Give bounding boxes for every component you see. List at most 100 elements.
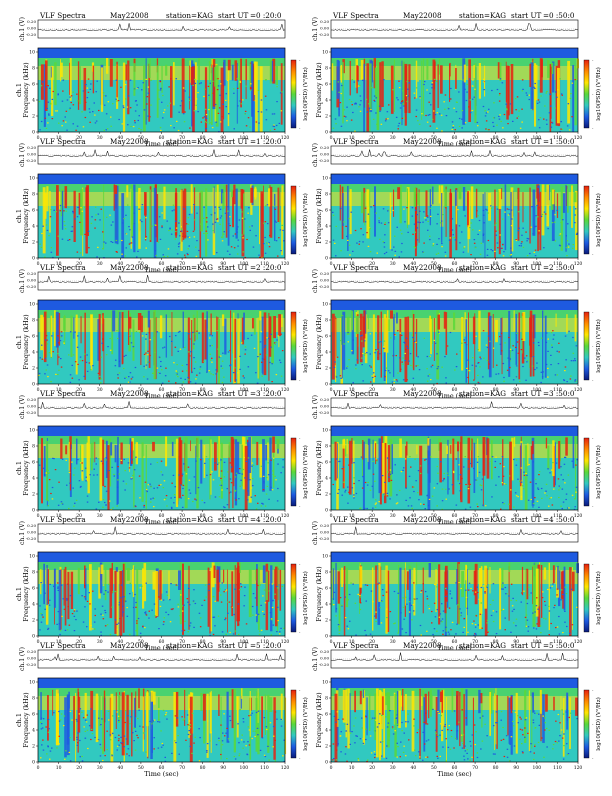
- spectrogram-noise: [436, 465, 438, 468]
- spectrogram-noise: [81, 360, 84, 362]
- waveform-tick-label: 0.00: [27, 656, 36, 661]
- spectrogram-streak: [422, 567, 424, 614]
- spectrogram-noise: [67, 239, 69, 241]
- spectrogram-streak: [356, 314, 359, 364]
- spectrogram-noise: [230, 466, 233, 468]
- spectrogram-streak: [467, 437, 471, 504]
- spectrogram-noise: [223, 231, 225, 233]
- y-tick-label: 4: [32, 350, 35, 356]
- spectrogram-noise: [532, 356, 535, 358]
- spectrogram-noise: [454, 129, 456, 131]
- spectrogram-noise: [375, 719, 377, 721]
- spectrogram-noise: [94, 114, 96, 116]
- spectrogram-noise: [268, 498, 270, 500]
- spectrogram-noise: [204, 88, 206, 90]
- spectrogram-streak: [42, 187, 46, 254]
- spectrogram-streak: [223, 185, 225, 209]
- frequency-axis-label: Frequency (kHz): [315, 692, 323, 748]
- spectrogram-streak: [75, 314, 78, 375]
- panel-start-label: start UT: [218, 11, 249, 20]
- spectrogram-noise: [136, 734, 138, 736]
- spectrogram-noise: [84, 598, 87, 600]
- spectrogram-noise: [265, 119, 268, 121]
- spectrogram-noise: [571, 82, 574, 84]
- spectrogram-streak: [80, 445, 81, 471]
- spectrogram-streak: [51, 65, 54, 117]
- spectrogram-top-band: [331, 678, 578, 688]
- y-tick-label: 6: [32, 586, 35, 592]
- spectrogram-noise: [186, 230, 189, 232]
- spectrogram-noise: [516, 341, 519, 343]
- spectra-panel: VLF Spectra May22008 station=KAG start UT =5…: [312, 641, 602, 778]
- spectrogram-noise: [568, 507, 570, 509]
- spectrogram-noise: [130, 477, 133, 479]
- spectrogram-noise: [488, 129, 490, 131]
- spectrogram-noise: [408, 360, 410, 362]
- spectrogram-noise: [574, 379, 577, 381]
- y-tick-label: 8: [325, 318, 328, 324]
- spectrogram-noise: [268, 759, 270, 761]
- spectrogram-noise: [524, 616, 527, 618]
- spectrogram-streak: [432, 186, 434, 205]
- spectrogram-noise: [263, 222, 265, 224]
- waveform-trace: [330, 277, 579, 283]
- spectrogram-noise: [125, 247, 127, 249]
- x-tick-label: 70: [179, 261, 185, 267]
- spectrogram-streak: [351, 310, 354, 355]
- spectrogram-noise: [217, 615, 220, 617]
- spectrogram-noise: [539, 625, 542, 627]
- spectrogram-streak: [127, 60, 130, 115]
- spectrogram-noise: [59, 204, 62, 207]
- spectrogram-streak: [268, 188, 271, 207]
- spectrogram-noise: [239, 368, 241, 370]
- spectrogram-noise: [411, 334, 413, 336]
- spectrogram-noise: [245, 460, 248, 462]
- spectrogram-noise: [368, 107, 371, 109]
- spectrogram-noise: [515, 600, 518, 602]
- spectrogram-noise: [425, 219, 427, 221]
- spectrogram-noise: [58, 481, 60, 483]
- spectrogram-streak: [234, 565, 236, 635]
- spectrogram-streak: [534, 63, 537, 127]
- spectrogram-noise: [419, 96, 421, 98]
- spectrogram-noise: [452, 470, 455, 472]
- spectrogram-noise: [556, 96, 558, 98]
- spectrogram-noise: [178, 246, 180, 248]
- spectrogram-noise: [349, 732, 352, 734]
- spectrogram-streak: [529, 310, 533, 358]
- spectrogram-noise: [245, 623, 248, 625]
- spectrogram-noise: [72, 487, 74, 489]
- spectrogram-noise: [482, 504, 484, 506]
- x-tick-label: 70: [179, 135, 185, 141]
- spectrogram-noise: [85, 84, 87, 86]
- spectrogram-streak: [522, 192, 524, 223]
- spectrogram-noise: [117, 374, 119, 376]
- spectrogram-noise: [453, 237, 455, 239]
- spectrogram-noise: [436, 630, 438, 632]
- spectrogram-noise: [572, 360, 575, 362]
- spectrogram-noise: [332, 239, 335, 241]
- spectrogram-noise: [51, 118, 54, 120]
- spectrogram-noise: [473, 620, 475, 622]
- spectrogram-noise: [148, 361, 150, 363]
- spectrogram-noise: [59, 719, 62, 721]
- spectrogram-streak: [530, 62, 534, 109]
- spectrogram-noise: [209, 345, 211, 347]
- spectrogram-noise: [183, 463, 185, 465]
- spectrogram-noise: [40, 621, 43, 623]
- spectrogram-noise: [535, 605, 538, 607]
- spectrogram-noise: [551, 122, 554, 124]
- spectrogram-noise: [277, 335, 279, 337]
- spectrogram-noise: [360, 456, 363, 458]
- spectrogram-noise: [207, 239, 209, 241]
- spectrogram-noise: [555, 91, 557, 93]
- spectrogram-streak: [65, 445, 68, 455]
- spectrogram-noise: [414, 247, 416, 249]
- spectrogram-noise: [481, 478, 484, 480]
- x-tick-label: 40: [117, 513, 123, 519]
- spectrogram-noise: [100, 747, 102, 749]
- spectrogram-noise: [249, 126, 251, 128]
- spectrogram-noise: [547, 338, 549, 340]
- spectrogram-streak: [563, 566, 566, 611]
- spectrogram-noise: [227, 612, 229, 614]
